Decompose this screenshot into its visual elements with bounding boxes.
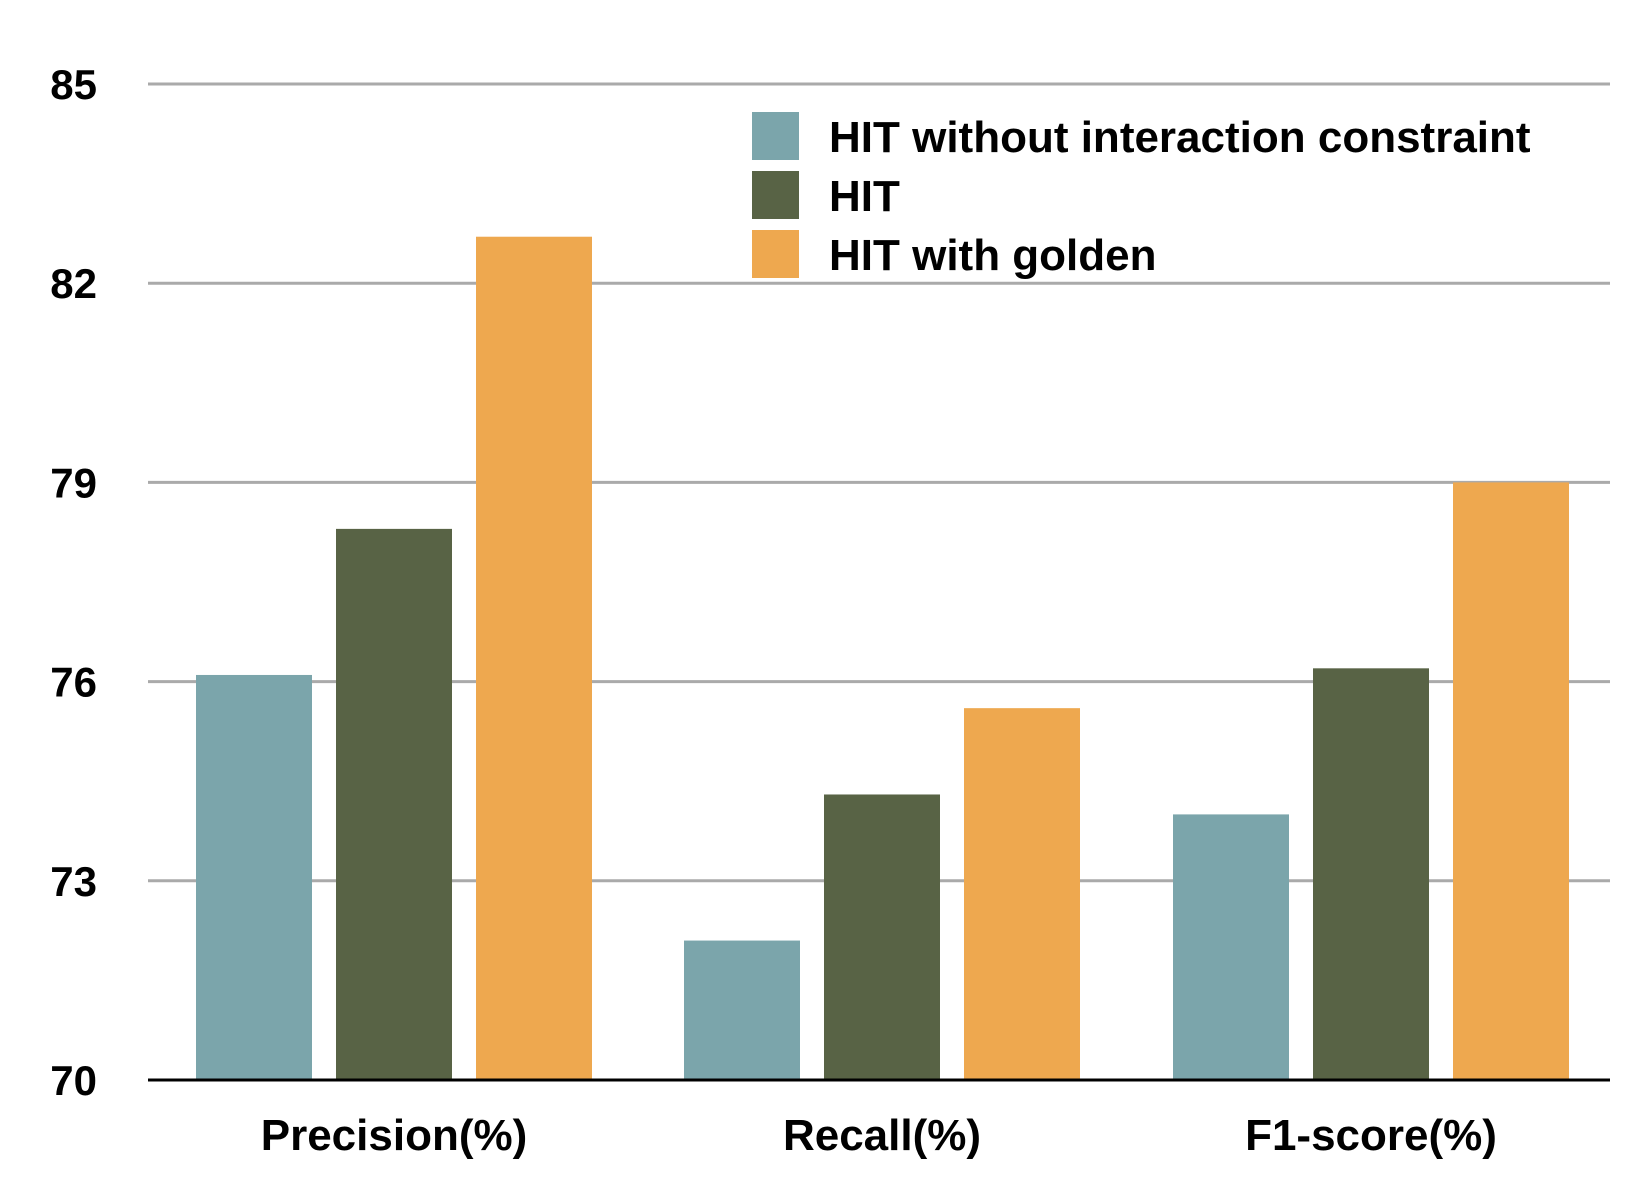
category-labels: Precision(%) Recall(%) F1-score(%): [261, 1111, 1497, 1160]
y-tick-label: 79: [50, 459, 97, 506]
legend-label: HIT with golden: [829, 231, 1157, 280]
bar: [684, 940, 800, 1080]
category-label: F1-score(%): [1245, 1111, 1497, 1160]
category-label: Precision(%): [261, 1111, 528, 1160]
legend-swatch: [752, 230, 799, 278]
bar: [1453, 482, 1569, 1080]
legend-label: HIT without interaction constraint: [829, 113, 1531, 162]
bars: [196, 236, 1569, 1081]
y-tick-label: 70: [50, 1057, 97, 1104]
bar: [1173, 814, 1289, 1080]
bar: [336, 528, 452, 1080]
legend-swatch: [752, 171, 799, 219]
legend: HIT without interaction constraint HIT HIT…: [752, 112, 1531, 280]
bar: [196, 674, 312, 1080]
y-tick-labels: 70 73 76 79 82 85: [50, 61, 97, 1104]
legend-swatch: [752, 112, 799, 160]
bar: [824, 794, 940, 1080]
y-tick-label: 85: [50, 61, 97, 108]
bar: [476, 236, 592, 1081]
y-tick-label: 76: [50, 659, 97, 706]
y-tick-label: 82: [50, 260, 97, 307]
bar: [1313, 668, 1429, 1080]
legend-label: HIT: [829, 172, 900, 221]
bar: [964, 708, 1080, 1080]
y-tick-label: 73: [50, 858, 97, 905]
category-label: Recall(%): [783, 1111, 981, 1160]
